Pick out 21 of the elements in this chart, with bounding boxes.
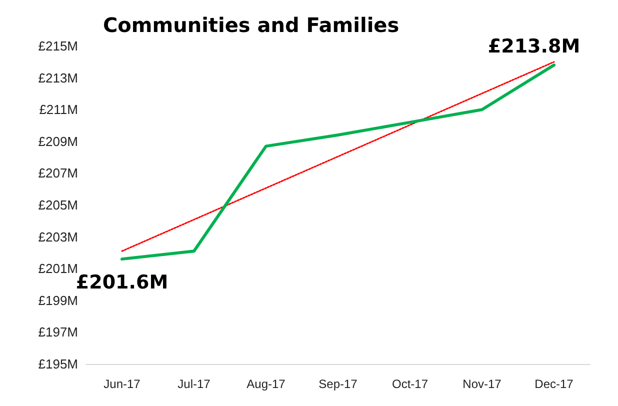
y-tick-label: £207M (38, 166, 78, 181)
data-label: £201.6M (76, 272, 168, 294)
x-tick-label: Sep-17 (318, 377, 358, 391)
x-tick-label: Aug-17 (246, 377, 286, 391)
x-tick-label: Oct-17 (392, 377, 428, 391)
x-tick-label: Jul-17 (178, 377, 211, 391)
y-tick-label: £209M (38, 134, 78, 149)
x-tick-label: Dec-17 (534, 377, 574, 391)
y-tick-label: £203M (38, 229, 78, 244)
y-tick-label: £195M (38, 356, 78, 372)
y-tick-label: £199M (38, 292, 78, 308)
y-tick-label: £213M (38, 70, 78, 86)
y-tick-label: £215M (38, 38, 78, 54)
x-tick-label: Nov-17 (462, 377, 502, 391)
data-label: £213.8M (488, 36, 580, 58)
chart-title: Communities and Families (103, 13, 400, 37)
y-tick-label: £205M (38, 198, 78, 212)
y-tick-label: £197M (38, 324, 78, 340)
y-tick-label: £211M (39, 102, 78, 118)
x-tick-label: Jun-17 (104, 377, 141, 391)
y-tick-label: £201M (38, 261, 78, 276)
